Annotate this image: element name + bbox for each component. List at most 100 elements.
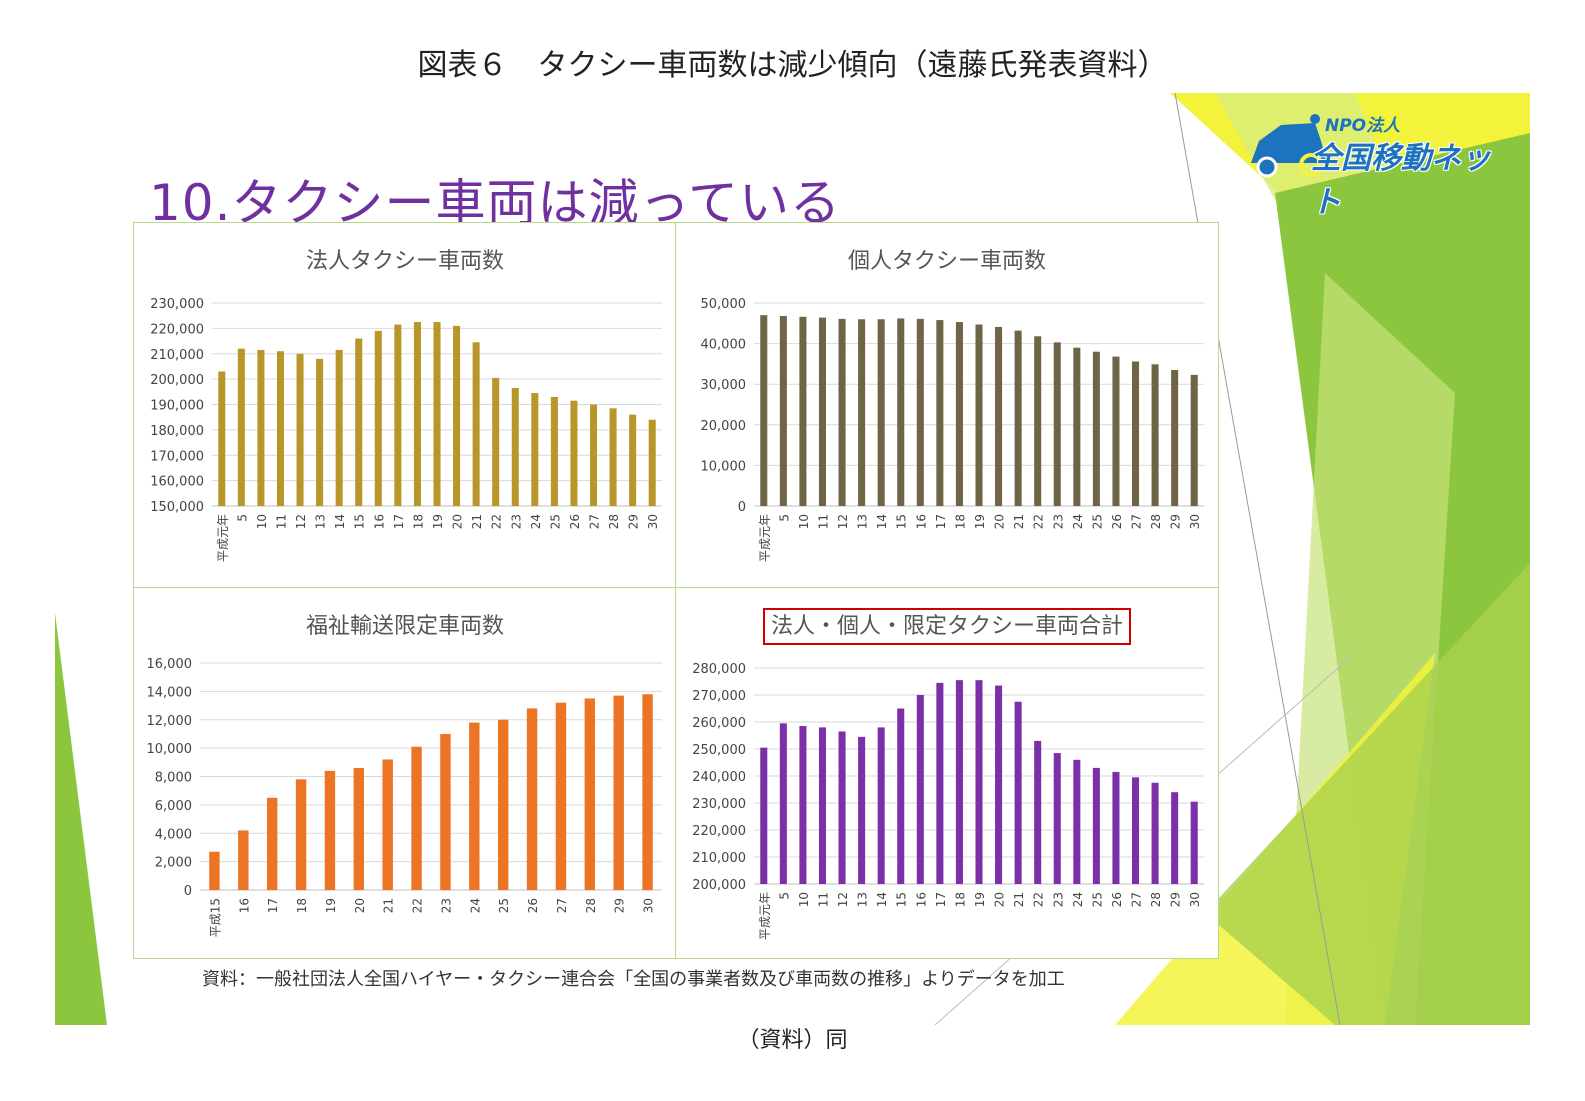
bar [257, 349, 265, 506]
bar [1034, 336, 1042, 506]
y-tick-label: 260,000 [692, 716, 746, 731]
bar [1014, 701, 1022, 884]
x-tick-label: 19 [431, 514, 445, 529]
bar [760, 747, 768, 884]
bar [1092, 351, 1100, 506]
bar [916, 318, 924, 506]
bar [440, 733, 451, 890]
y-tick-label: 250,000 [692, 743, 746, 758]
bar [550, 396, 558, 506]
y-tick-label: 190,000 [150, 399, 204, 414]
y-tick-label: 14,000 [147, 685, 193, 700]
chart-panel-total: 法人・個人・限定タクシー車両合計 200,000 210,000 220,000 23… [675, 587, 1219, 959]
bar [1014, 330, 1022, 506]
bar [975, 324, 983, 506]
bar [760, 315, 768, 506]
bar [1073, 347, 1081, 506]
x-tick-label: 14 [875, 892, 889, 907]
bar [1112, 771, 1120, 884]
x-tick-label: 11 [816, 892, 830, 907]
x-tick-label: 19 [973, 892, 987, 907]
y-tick-label: 150,000 [150, 500, 204, 515]
y-tick-label: 50,000 [701, 297, 747, 312]
x-tick-label: 16 [914, 514, 928, 529]
x-tick-label: 23 [439, 898, 453, 913]
bar [613, 695, 624, 890]
x-tick-label: 10 [797, 514, 811, 529]
x-tick-label: 25 [1090, 892, 1104, 907]
bar [936, 682, 944, 884]
bar [1053, 753, 1061, 884]
x-tick-label: 24 [468, 898, 482, 913]
bar [1132, 777, 1140, 884]
bar [1190, 801, 1198, 884]
y-tick-label: 180,000 [150, 424, 204, 439]
x-tick-label: 平成元年 [758, 892, 772, 940]
x-tick-label: 20 [993, 514, 1007, 529]
x-tick-label: 10 [797, 892, 811, 907]
slide: 10.タクシー車両は減っている NPO法人 全国移動ネット 法人タクシー車両数 … [55, 93, 1530, 1025]
x-tick-label: 26 [526, 898, 540, 913]
bar [1112, 356, 1120, 506]
bar [1073, 759, 1081, 884]
x-tick-label: 10 [255, 514, 269, 529]
x-tick-label: 20 [451, 514, 465, 529]
bar [382, 759, 393, 890]
x-tick-label: 19 [324, 898, 338, 913]
x-tick-label: 13 [856, 892, 870, 907]
x-tick-label: 21 [1012, 514, 1026, 529]
y-tick-label: 16,000 [147, 657, 193, 672]
x-tick-label: 30 [1188, 514, 1202, 529]
bar [916, 695, 924, 884]
x-tick-label: 28 [584, 898, 598, 913]
bar [1034, 740, 1042, 884]
bar [555, 702, 567, 890]
y-tick-label: 8,000 [155, 771, 192, 786]
x-tick-label: 25 [497, 898, 511, 913]
x-tick-label: 23 [509, 514, 523, 529]
bar [324, 770, 336, 890]
bar [411, 746, 422, 890]
chart-panel-individual: 個人タクシー車両数 0 10,000 20,000 30,000 40,000 50,00… [675, 222, 1219, 588]
bar [570, 400, 578, 506]
x-tick-label: 30 [646, 514, 660, 529]
x-tick-label: 平成元年 [216, 514, 230, 562]
bar [433, 322, 441, 506]
y-tick-label: 280,000 [692, 662, 746, 677]
bar [955, 680, 963, 884]
bar [492, 377, 500, 506]
bar [335, 349, 343, 506]
x-tick-label: 17 [934, 892, 948, 907]
x-tick-label: 15 [895, 514, 909, 529]
logo-org: NPO法人 [1325, 116, 1401, 136]
y-tick-label: 30,000 [701, 378, 747, 393]
bar [779, 723, 787, 884]
bar [799, 726, 807, 884]
x-tick-label: 29 [1169, 892, 1183, 907]
x-tick-label: 24 [1071, 892, 1085, 907]
x-tick-label: 22 [1032, 514, 1046, 529]
bar [1132, 361, 1140, 506]
x-tick-label: 25 [548, 514, 562, 529]
x-tick-label: 30 [642, 898, 656, 913]
x-tick-label: 24 [529, 514, 543, 529]
bar [818, 727, 826, 884]
y-tick-label: 160,000 [150, 475, 204, 490]
bar [1190, 374, 1198, 506]
bar [276, 351, 284, 506]
y-tick-label: 270,000 [692, 689, 746, 704]
x-tick-label: 11 [816, 514, 830, 529]
bar [838, 318, 846, 506]
bar [295, 779, 307, 890]
bar [975, 680, 983, 884]
x-tick-label: 16 [237, 898, 251, 913]
y-tick-label: 200,000 [692, 878, 746, 893]
x-tick-label: 28 [1149, 514, 1163, 529]
x-tick-label: 17 [392, 514, 406, 529]
chart-title: 福祉輸送限定車両数 [305, 614, 504, 639]
chart-title: 法人タクシー車両数 [305, 249, 504, 274]
x-tick-label: 30 [1188, 892, 1202, 907]
car-icon [1251, 114, 1327, 178]
x-tick-label: 12 [836, 514, 850, 529]
bar [838, 731, 846, 884]
